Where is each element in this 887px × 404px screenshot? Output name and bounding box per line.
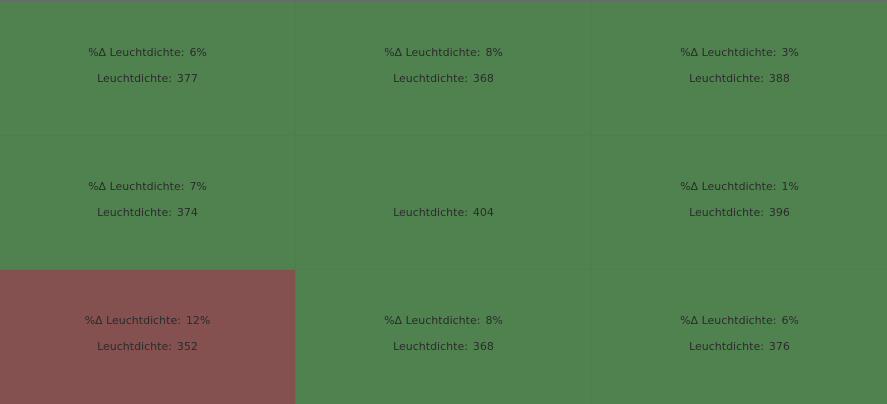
- value-label: Leuchtdichte:: [689, 340, 764, 353]
- delta-value: 6%: [189, 46, 207, 59]
- value-line: Leuchtdichte: 377: [0, 72, 295, 85]
- value: 376: [768, 340, 790, 353]
- value-line: Leuchtdichte: 368: [296, 340, 591, 353]
- value-label: Leuchtdichte:: [97, 72, 172, 85]
- delta-label: %Δ Leuchtdichte:: [84, 314, 181, 327]
- tile: Leuchtdichte: 404: [296, 136, 591, 269]
- value-label: Leuchtdichte:: [393, 206, 468, 219]
- delta-line: %Δ Leuchtdichte: 6%: [0, 46, 295, 59]
- value-line: Leuchtdichte: 404: [296, 206, 591, 219]
- delta-line: %Δ Leuchtdichte: 12%: [0, 314, 295, 327]
- delta-value: 1%: [781, 180, 799, 193]
- value: 377: [176, 72, 198, 85]
- delta-value: 12%: [185, 314, 211, 327]
- tile: %Δ Leuchtdichte: 6% Leuchtdichte: 376: [592, 270, 887, 404]
- delta-label: %Δ Leuchtdichte:: [384, 314, 481, 327]
- delta-line: %Δ Leuchtdichte: 1%: [592, 180, 887, 193]
- tile: %Δ Leuchtdichte: 7% Leuchtdichte: 374: [0, 136, 295, 269]
- value: 374: [176, 206, 198, 219]
- delta-line: %Δ Leuchtdichte: 7%: [0, 180, 295, 193]
- value-line: Leuchtdichte: 388: [592, 72, 887, 85]
- delta-value: 7%: [189, 180, 207, 193]
- value-line: Leuchtdichte: 396: [592, 206, 887, 219]
- tile: %Δ Leuchtdichte: 12% Leuchtdichte: 352: [0, 270, 295, 404]
- delta-value: 8%: [485, 46, 503, 59]
- value-label: Leuchtdichte:: [393, 340, 468, 353]
- delta-value: 6%: [781, 314, 799, 327]
- delta-line: %Δ Leuchtdichte: 3%: [592, 46, 887, 59]
- tile: %Δ Leuchtdichte: 3% Leuchtdichte: 388: [592, 2, 887, 135]
- value-label: Leuchtdichte:: [689, 72, 764, 85]
- delta-line: %Δ Leuchtdichte: 8%: [296, 314, 591, 327]
- delta-line: %Δ Leuchtdichte: 6%: [592, 314, 887, 327]
- value-line: Leuchtdichte: 374: [0, 206, 295, 219]
- delta-label: %Δ Leuchtdichte:: [384, 46, 481, 59]
- delta-value: 3%: [781, 46, 799, 59]
- tile: %Δ Leuchtdichte: 8% Leuchtdichte: 368: [296, 270, 591, 404]
- delta-label: %Δ Leuchtdichte:: [680, 314, 777, 327]
- delta-label: %Δ Leuchtdichte:: [680, 180, 777, 193]
- tile: %Δ Leuchtdichte: 8% Leuchtdichte: 368: [296, 2, 591, 135]
- tile: %Δ Leuchtdichte: 1% Leuchtdichte: 396: [592, 136, 887, 269]
- value-label: Leuchtdichte:: [393, 72, 468, 85]
- delta-label: %Δ Leuchtdichte:: [680, 46, 777, 59]
- delta-label: %Δ Leuchtdichte:: [88, 46, 185, 59]
- value: 404: [472, 206, 494, 219]
- delta-line: %Δ Leuchtdichte: 8%: [296, 46, 591, 59]
- value: 396: [768, 206, 790, 219]
- value-line: Leuchtdichte: 368: [296, 72, 591, 85]
- value-label: Leuchtdichte:: [97, 206, 172, 219]
- value-line: Leuchtdichte: 352: [0, 340, 295, 353]
- value: 388: [768, 72, 790, 85]
- value-line: Leuchtdichte: 376: [592, 340, 887, 353]
- value: 368: [472, 340, 494, 353]
- value: 352: [176, 340, 198, 353]
- delta-value: 8%: [485, 314, 503, 327]
- tile: %Δ Leuchtdichte: 6% Leuchtdichte: 377: [0, 2, 295, 135]
- delta-label: %Δ Leuchtdichte:: [88, 180, 185, 193]
- value-label: Leuchtdichte:: [689, 206, 764, 219]
- value: 368: [472, 72, 494, 85]
- value-label: Leuchtdichte:: [97, 340, 172, 353]
